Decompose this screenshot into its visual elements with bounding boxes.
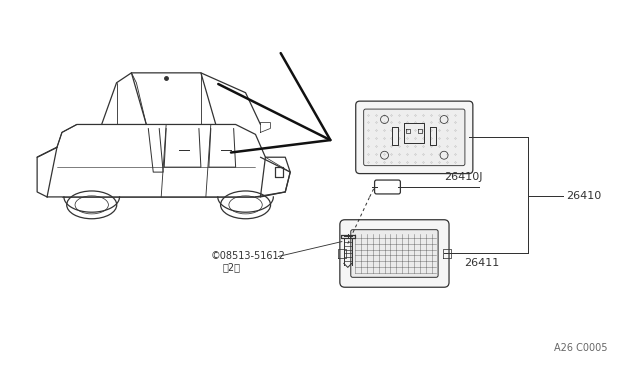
- FancyBboxPatch shape: [374, 180, 401, 194]
- FancyBboxPatch shape: [364, 109, 465, 166]
- FancyBboxPatch shape: [340, 220, 449, 287]
- FancyBboxPatch shape: [351, 230, 438, 277]
- Text: 26411: 26411: [464, 259, 499, 269]
- Text: ＜2＞: ＜2＞: [223, 262, 241, 272]
- Text: 26410J: 26410J: [444, 172, 483, 182]
- Text: ©08513-51612: ©08513-51612: [211, 251, 285, 262]
- Text: 26410: 26410: [566, 191, 602, 201]
- Text: A26 C0005: A26 C0005: [554, 343, 608, 353]
- FancyBboxPatch shape: [356, 101, 473, 174]
